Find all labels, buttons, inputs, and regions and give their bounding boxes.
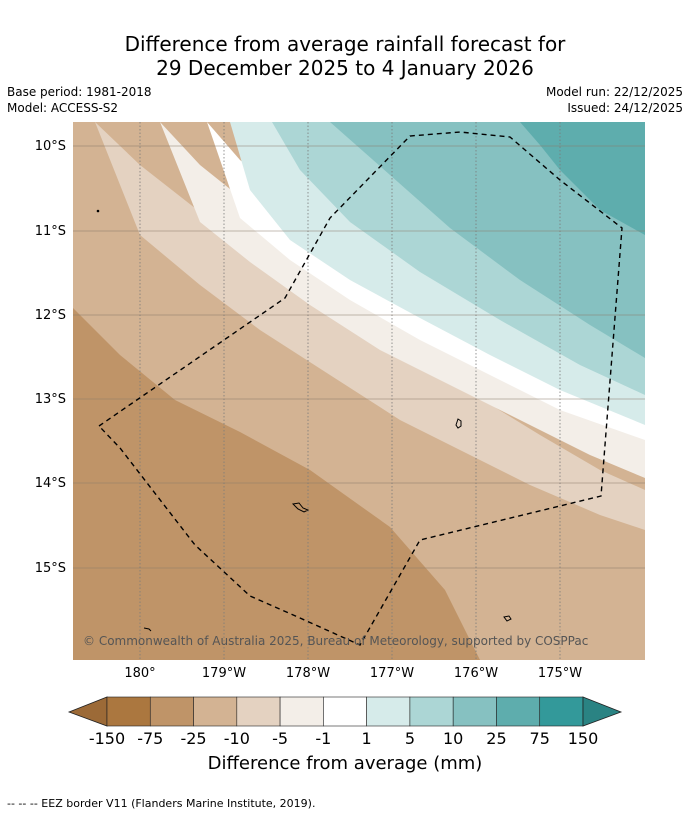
colorbar-bin xyxy=(106,696,151,727)
meridian-lines xyxy=(139,122,561,660)
issued-label: Issued: 24/12/2025 xyxy=(567,101,683,115)
map-title-line-2: 29 December 2025 to 4 January 2026 xyxy=(156,56,534,80)
map-title-line-1: Difference from average rainfall forecas… xyxy=(124,32,566,56)
contour-band-plus-75 xyxy=(520,122,645,235)
island-south-east xyxy=(503,615,512,622)
colorbar-bin xyxy=(193,696,238,727)
colorbar-bin xyxy=(409,696,454,727)
colorbar-bin xyxy=(452,696,497,727)
lon-label-177w: 177°W xyxy=(369,666,415,681)
lat-label-11s: 11°S xyxy=(34,224,66,239)
colorbar-tick-label: 5 xyxy=(404,729,415,748)
colorbar-tick-label: -1 xyxy=(315,729,332,748)
island-south-west xyxy=(143,627,152,632)
colorbar-above-max xyxy=(582,696,623,727)
colorbar-tick-label: -25 xyxy=(180,729,207,748)
colorbar-tick-label: -5 xyxy=(272,729,289,748)
colorbar-bin xyxy=(323,696,367,727)
lat-label-10s: 10°S xyxy=(34,139,66,154)
lat-label-14s: 14°S xyxy=(34,476,66,491)
colorbar-title: Difference from average (mm) xyxy=(207,753,483,774)
colorbar-tick-label: 25 xyxy=(486,729,507,748)
colorbar-bin xyxy=(236,696,281,727)
lat-label-15s: 15°S xyxy=(34,561,66,576)
colorbar-bin xyxy=(539,696,584,727)
colorbar-below-min xyxy=(67,696,108,727)
colorbar-tick-label: -150 xyxy=(88,729,126,748)
colorbar-bin xyxy=(496,696,541,727)
colorbar-tick-label: 10 xyxy=(442,729,464,748)
base-period-label: Base period: 1981-2018 xyxy=(7,85,152,99)
colorbar-tick-label: 75 xyxy=(529,729,550,748)
lon-label-178w: 178°W xyxy=(285,666,331,681)
eez-footnote: -- -- -- EEZ border V11 (Flanders Marine… xyxy=(7,797,316,810)
lon-label-180: 180° xyxy=(124,666,156,681)
lat-label-13s: 13°S xyxy=(34,392,66,407)
colorbar-tick-label: -75 xyxy=(137,729,164,748)
colorbar-bin xyxy=(149,696,194,727)
lon-label-176w: 176°W xyxy=(453,666,499,681)
colorbar xyxy=(67,696,623,727)
colorbar-tick-label: -10 xyxy=(223,729,250,748)
lat-label-12s: 12°S xyxy=(34,308,66,323)
lon-label-179w: 179°W xyxy=(201,666,247,681)
colorbar-tick-label: 1 xyxy=(361,729,372,748)
colorbar-tick-label: 150 xyxy=(567,729,599,748)
island-central xyxy=(291,502,310,513)
islands xyxy=(96,209,512,632)
colorbar-bin xyxy=(279,696,324,727)
contour-band-minus-75 xyxy=(73,308,480,660)
copyright-notice: © Commonwealth of Australia 2025, Bureau… xyxy=(83,634,589,648)
model-label: Model: ACCESS-S2 xyxy=(7,101,119,115)
eez-border xyxy=(97,131,623,646)
model-run-label: Model run: 22/12/2025 xyxy=(545,85,683,99)
colorbar-bin xyxy=(366,696,411,727)
rainfall-contours xyxy=(73,122,645,660)
island-north-west xyxy=(96,209,100,213)
lon-label-175w: 175°W xyxy=(537,666,583,681)
parallel-lines xyxy=(73,145,645,569)
contour-band-plus-25 xyxy=(330,122,645,358)
island-east xyxy=(455,418,462,429)
